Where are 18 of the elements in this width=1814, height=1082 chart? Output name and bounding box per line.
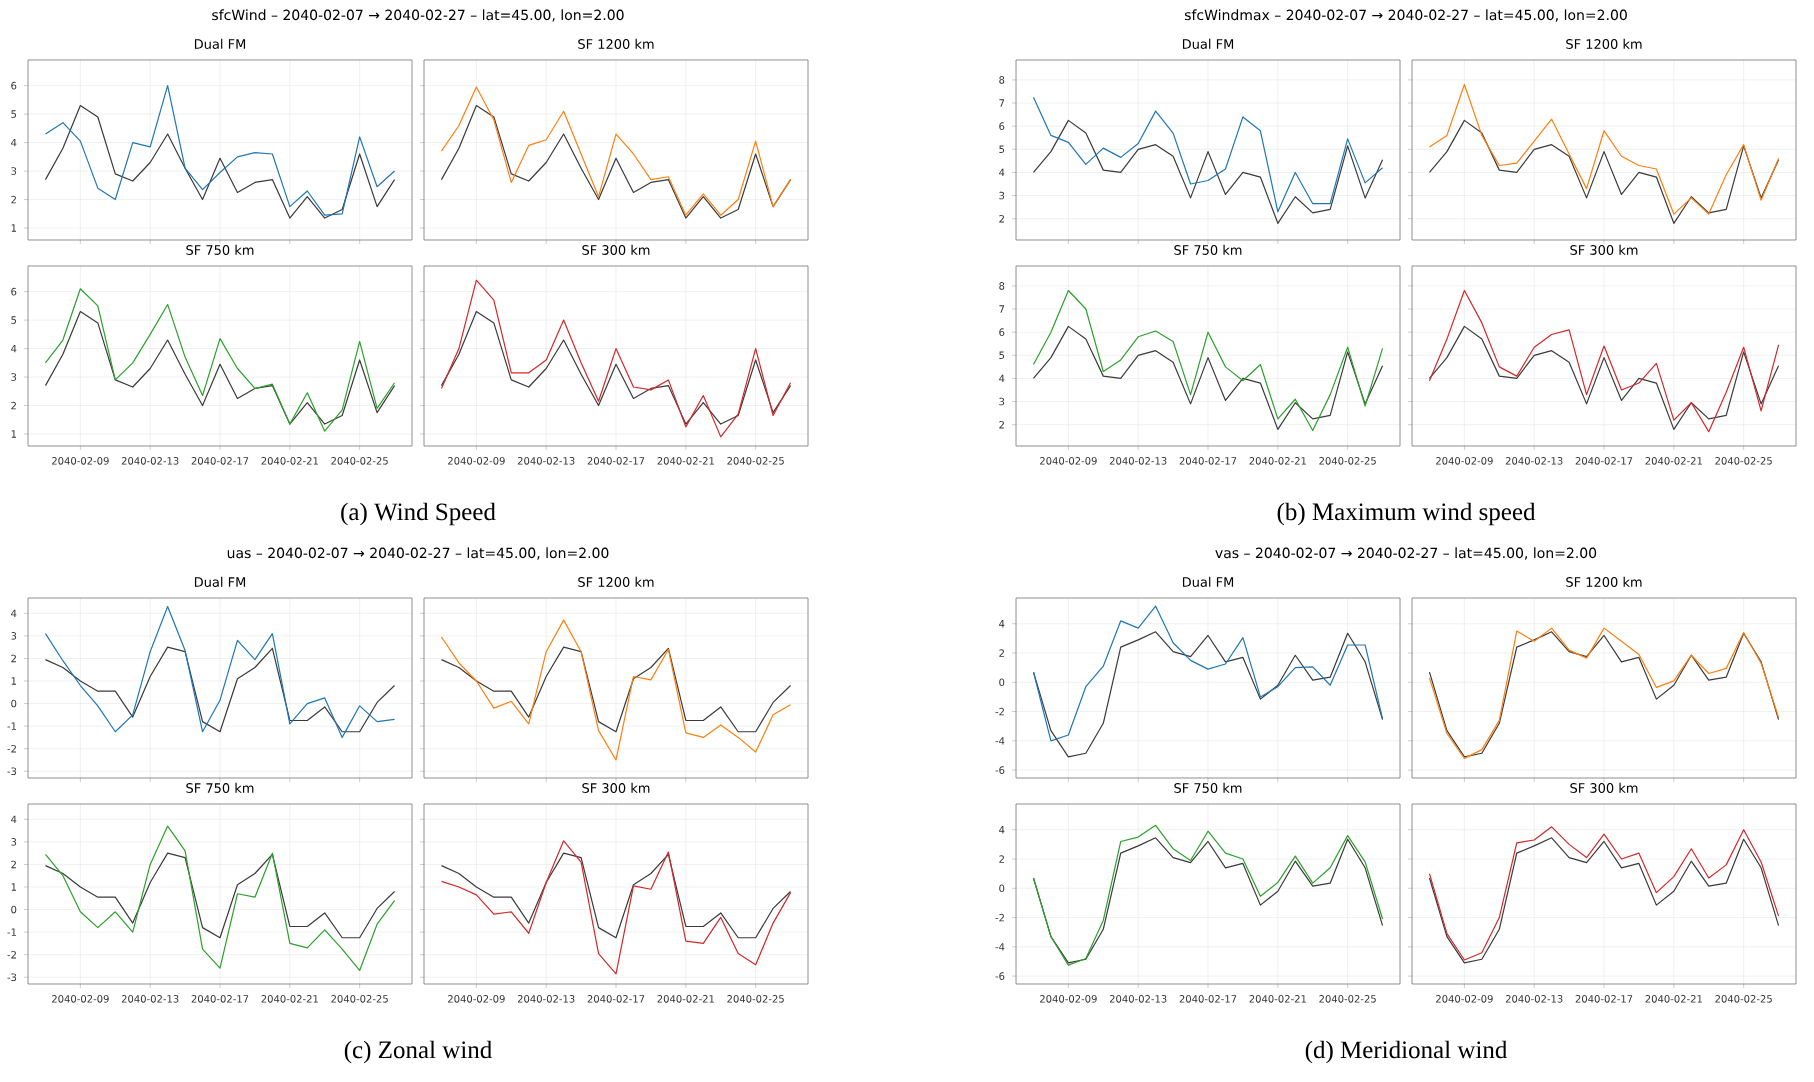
text: (d) Meridional wind — [1305, 1040, 1508, 1064]
line-series — [44, 85, 396, 216]
text: (b) Maximum wind speed — [1277, 502, 1536, 526]
line-series — [44, 104, 396, 219]
line-series — [1032, 605, 1384, 742]
line-series — [44, 646, 396, 733]
line-series — [1032, 289, 1384, 432]
text: (c) Zonal wind — [344, 1040, 492, 1064]
line-series — [44, 310, 396, 425]
line-series — [44, 852, 396, 939]
text: (a) Wind Speed — [341, 502, 496, 526]
line-series — [1032, 325, 1384, 430]
line-series — [1032, 631, 1384, 758]
line-series — [44, 825, 396, 972]
line-series — [1032, 96, 1384, 213]
line-series — [1032, 119, 1384, 224]
line-series — [44, 605, 396, 738]
line-series — [44, 288, 396, 432]
